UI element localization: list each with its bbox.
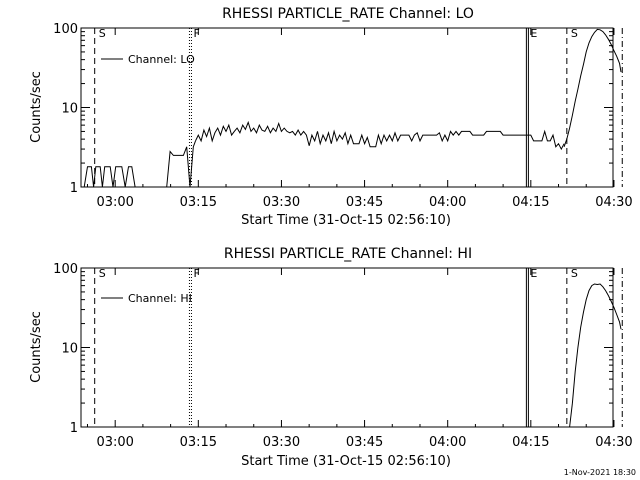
x-tick-label-hi-0: 03:00 <box>96 435 133 450</box>
x-axis-label-hi: Start Time (31-Oct-15 02:56:10) <box>241 454 451 469</box>
x-tick-label-hi-1: 03:15 <box>180 435 217 450</box>
axis-ticks-lo: 03:00 03:15 03:30 03:45 04:00 04:15 04:30 1 10 10… <box>53 22 633 210</box>
event-marker-label-hi-1: F <box>193 267 199 280</box>
x-tick-label-lo-0: 03:00 <box>96 195 133 210</box>
legend-hi: Channel: HI <box>101 292 192 305</box>
series-line-lo-0-2 <box>195 120 565 151</box>
event-marker-label-lo-3: S <box>571 27 578 40</box>
event-marker-label-lo-1: F <box>193 27 199 40</box>
event-marker-label-hi-0: S <box>99 267 106 280</box>
x-tick-label-lo-2: 03:30 <box>263 195 300 210</box>
series-hi <box>569 283 622 428</box>
x-tick-label-hi-5: 04:15 <box>512 435 549 450</box>
event-marker-label-hi-2: E <box>530 267 537 280</box>
panel-lo: RHESSI PARTICLE_RATE Channel: LO Counts/… <box>29 6 633 228</box>
event-marker-label-lo-2: E <box>530 27 537 40</box>
legend-lo: Channel: LO <box>101 53 195 66</box>
footer-timestamp: 1-Nov-2021 18:30 <box>564 468 636 477</box>
y-axis-label-hi: Counts/sec <box>29 311 44 383</box>
series-line-lo-0-3 <box>563 28 622 147</box>
y-axis-label-lo: Counts/sec <box>29 71 44 143</box>
x-tick-label-hi-3: 03:45 <box>346 435 383 450</box>
x-tick-label-hi-2: 03:30 <box>263 435 300 450</box>
y-tick-label-lo-0: 1 <box>70 181 78 196</box>
y-tick-label-hi-0: 1 <box>70 421 78 436</box>
x-tick-label-hi-4: 04:00 <box>429 435 466 450</box>
x-tick-label-lo-5: 04:15 <box>512 195 549 210</box>
event-marker-label-hi-3: S <box>571 267 578 280</box>
x-tick-label-hi-6: 04:30 <box>595 435 632 450</box>
series-line-lo-0-0 <box>83 166 136 188</box>
axis-ticks-hi: 03:00 03:15 03:30 03:45 04:00 04:15 04:30 1 10 10… <box>53 262 633 450</box>
chart-title-lo: RHESSI PARTICLE_RATE Channel: LO <box>222 6 474 22</box>
x-axis-label-lo: Start Time (31-Oct-15 02:56:10) <box>241 213 451 228</box>
series-line-hi-0-0 <box>569 283 622 428</box>
x-tick-label-lo-4: 04:00 <box>429 195 466 210</box>
y-tick-label-hi-2: 100 <box>53 262 78 277</box>
legend-label-lo: Channel: LO <box>128 53 195 66</box>
x-tick-label-lo-3: 03:45 <box>346 195 383 210</box>
series-line-lo-0-1 <box>166 140 196 188</box>
y-tick-label-lo-1: 10 <box>61 102 78 117</box>
legend-label-hi: Channel: HI <box>128 292 192 305</box>
chart-title-hi: RHESSI PARTICLE_RATE Channel: HI <box>224 246 472 262</box>
x-tick-label-lo-6: 04:30 <box>595 195 632 210</box>
series-lo <box>83 28 622 188</box>
panel-hi: RHESSI PARTICLE_RATE Channel: HI Counts/… <box>29 246 633 469</box>
y-tick-label-hi-1: 10 <box>61 342 78 357</box>
event-marker-label-lo-0: S <box>99 27 106 40</box>
x-tick-label-lo-1: 03:15 <box>180 195 217 210</box>
y-tick-label-lo-2: 100 <box>53 22 78 37</box>
